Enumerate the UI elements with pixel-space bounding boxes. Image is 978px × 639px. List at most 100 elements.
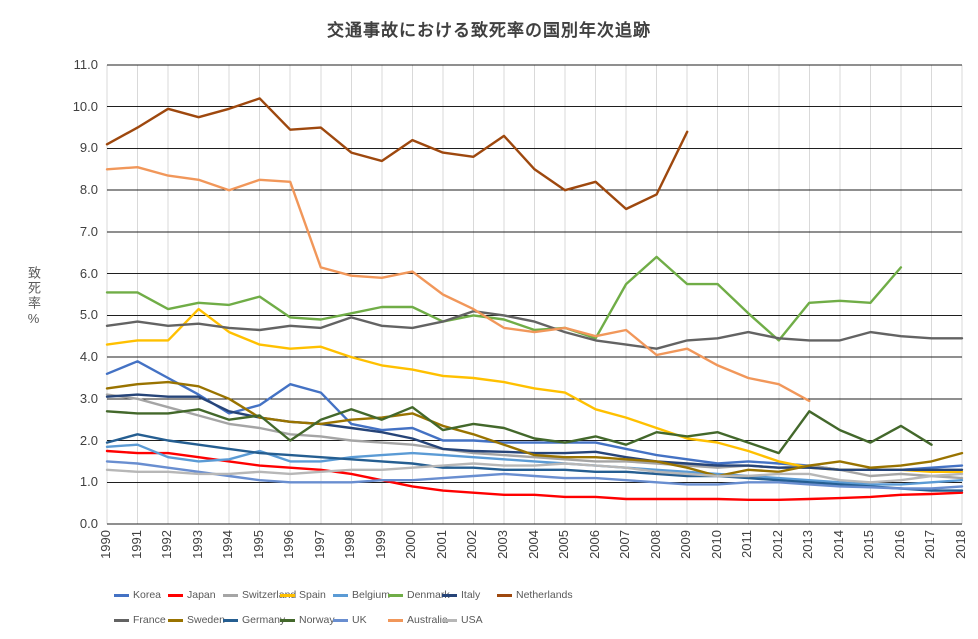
legend-label-uk: UK	[352, 614, 367, 626]
series-line-italy	[105, 393, 964, 471]
series-line-australia	[105, 165, 811, 403]
x-tick-label-2014: 2014	[830, 530, 846, 559]
series-line-uk	[105, 460, 964, 490]
legend-swatch-australia	[388, 618, 403, 622]
legend-swatch-usa	[442, 618, 457, 622]
series-line-belgium	[105, 443, 964, 486]
x-tick-label-1996: 1996	[281, 530, 297, 559]
x-tick-label-2008: 2008	[647, 530, 663, 559]
series-line-usa	[105, 462, 964, 484]
series-line-france	[105, 309, 964, 350]
legend-swatch-switzerland	[223, 593, 238, 597]
x-tick-label-2012: 2012	[769, 530, 785, 559]
y-tick-label-9.0: 9.0	[79, 140, 98, 156]
legend-label-switzerland: Switzerland	[242, 589, 297, 601]
x-tick-label-2018: 2018	[953, 530, 968, 559]
x-tick-label-2000: 2000	[403, 530, 419, 559]
legend-swatch-netherlands	[497, 593, 512, 597]
x-tick-label-1998: 1998	[342, 530, 358, 559]
legend-item-usa: USA	[442, 614, 483, 626]
y-tick-label-6.0: 6.0	[79, 265, 98, 281]
legend-item-netherlands: Netherlands	[497, 589, 573, 601]
legend-swatch-korea	[114, 593, 129, 597]
legend-label-france: France	[133, 614, 166, 626]
y-tick-label-7.0: 7.0	[79, 223, 98, 239]
x-tick-label-1993: 1993	[189, 530, 205, 559]
legend-swatch-belgium	[333, 593, 348, 597]
legend-item-germany: Germany	[223, 614, 285, 626]
legend-swatch-italy	[442, 593, 457, 597]
legend-item-norway: Norway	[280, 614, 335, 626]
y-tick-label-4.0: 4.0	[79, 349, 98, 365]
y-axis-title: 致死率%	[26, 266, 41, 328]
series-line-japan	[105, 449, 964, 501]
x-tick-label-2013: 2013	[800, 530, 816, 559]
legend-label-spain: Spain	[299, 589, 326, 601]
legend-label-belgium: Belgium	[352, 589, 390, 601]
x-tick-label-1990: 1990	[98, 530, 113, 559]
legend-item-italy: Italy	[442, 589, 480, 601]
x-tick-label-2006: 2006	[586, 530, 602, 559]
y-tick-label-10.0: 10.0	[72, 98, 98, 114]
legend-swatch-france	[114, 618, 129, 622]
x-tick-label-1995: 1995	[250, 530, 266, 559]
x-tick-label-1992: 1992	[159, 530, 175, 559]
legend-swatch-sweden	[168, 618, 183, 622]
x-tick-label-2011: 2011	[739, 530, 755, 558]
legend-label-korea: Korea	[133, 589, 162, 601]
legend-swatch-japan	[168, 593, 183, 597]
series-line-netherlands	[105, 97, 689, 211]
series-line-switzerland	[105, 393, 964, 480]
x-tick-label-1997: 1997	[311, 530, 327, 559]
x-tick-label-2003: 2003	[494, 530, 510, 559]
x-tick-label-2002: 2002	[464, 530, 480, 559]
y-tick-label-0.0: 0.0	[79, 516, 98, 531]
x-tick-label-2001: 2001	[433, 530, 449, 559]
y-tick-label-3.0: 3.0	[79, 390, 98, 406]
legend-item-japan: Japan	[168, 589, 216, 601]
x-tick-label-1991: 1991	[128, 530, 144, 559]
legend-label-germany: Germany	[242, 614, 286, 626]
y-tick-label-1.0: 1.0	[79, 474, 98, 490]
x-tick-label-2015: 2015	[861, 530, 877, 559]
y-tick-label-5.0: 5.0	[79, 307, 98, 323]
legend-item-france: France	[114, 614, 166, 626]
legend-item-uk: UK	[333, 614, 367, 626]
y-tick-label-11.0: 11.0	[73, 57, 98, 72]
x-tick-label-2016: 2016	[891, 530, 907, 559]
x-tick-label-2004: 2004	[525, 530, 541, 559]
legend-swatch-spain	[280, 593, 295, 597]
legend-label-norway: Norway	[299, 614, 335, 626]
legend-label-australia: Australia	[407, 614, 448, 626]
x-tick-label-2005: 2005	[556, 530, 572, 559]
legend-label-japan: Japan	[187, 589, 216, 601]
legend-swatch-germany	[223, 618, 238, 622]
x-tick-label-1994: 1994	[220, 530, 236, 559]
legend-swatch-denmark	[388, 593, 403, 597]
legend-item-denmark: Denmark	[388, 589, 450, 601]
y-tick-label-2.0: 2.0	[79, 432, 98, 448]
x-tick-label-1999: 1999	[372, 530, 388, 559]
legend-label-sweden: Sweden	[187, 614, 225, 626]
series-line-sweden	[105, 380, 964, 478]
legend-swatch-norway	[280, 618, 295, 622]
x-tick-label-2017: 2017	[922, 530, 938, 559]
x-tick-label-2010: 2010	[708, 530, 724, 559]
legend-label-usa: USA	[461, 614, 483, 626]
legend-swatch-uk	[333, 618, 348, 622]
series-line-denmark	[105, 255, 903, 342]
legend-label-denmark: Denmark	[407, 589, 450, 601]
x-tick-label-2009: 2009	[678, 530, 694, 559]
chart-title: 交通事故における致死率の国別年次追跡	[327, 21, 651, 40]
legend-item-belgium: Belgium	[333, 589, 390, 601]
y-tick-label-8.0: 8.0	[79, 182, 98, 198]
legend-item-sweden: Sweden	[168, 614, 225, 626]
legend-item-korea: Korea	[114, 589, 161, 601]
series-line-norway	[105, 406, 933, 455]
x-tick-label-2007: 2007	[617, 530, 633, 559]
legend-item-spain: Spain	[280, 589, 326, 601]
legend-item-australia: Australia	[388, 614, 448, 626]
legend-item-switzerland: Switzerland	[223, 589, 296, 601]
plot-area	[105, 64, 964, 525]
legend-label-netherlands: Netherlands	[516, 589, 573, 601]
